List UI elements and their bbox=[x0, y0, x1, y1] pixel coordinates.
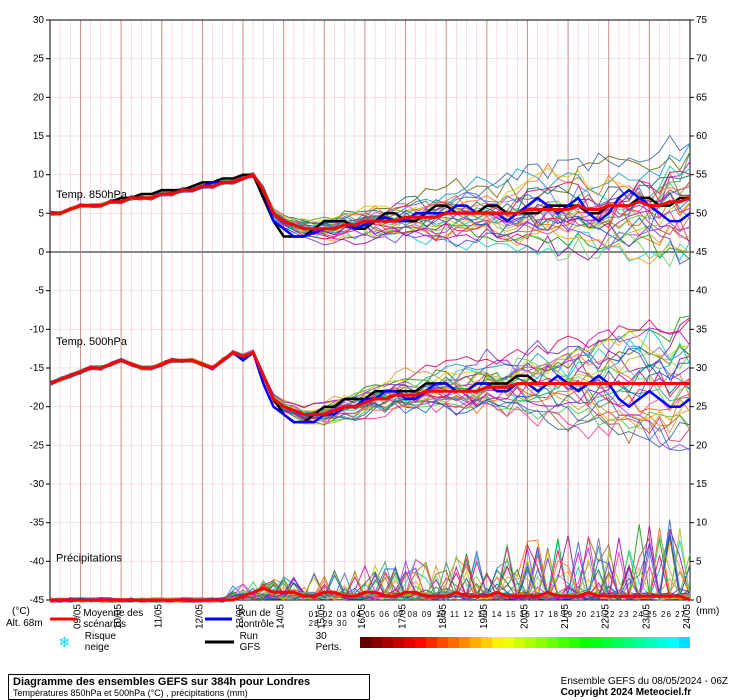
svg-text:-5: -5 bbox=[35, 286, 44, 297]
svg-text:20: 20 bbox=[33, 92, 45, 103]
svg-text:-45: -45 bbox=[30, 595, 45, 606]
svg-text:-30: -30 bbox=[30, 479, 45, 490]
svg-text:-15: -15 bbox=[30, 363, 45, 374]
snowflake-icon: ❄ bbox=[50, 634, 79, 651]
pert-color-squares bbox=[360, 637, 690, 648]
svg-text:75: 75 bbox=[696, 15, 708, 26]
svg-text:30: 30 bbox=[696, 363, 708, 374]
svg-text:Temp. 500hPa: Temp. 500hPa bbox=[56, 336, 128, 348]
svg-text:50: 50 bbox=[696, 208, 708, 219]
svg-text:65: 65 bbox=[696, 92, 708, 103]
svg-text:25: 25 bbox=[33, 54, 45, 65]
svg-text:35: 35 bbox=[696, 324, 708, 335]
svg-text:-20: -20 bbox=[30, 402, 45, 413]
svg-text:10: 10 bbox=[696, 518, 708, 529]
svg-text:-40: -40 bbox=[30, 556, 45, 567]
svg-text:20: 20 bbox=[696, 440, 708, 451]
footer-box: Diagramme des ensembles GEFS sur 384h po… bbox=[8, 674, 370, 700]
legend-gfs-label: Run GFS bbox=[240, 631, 280, 653]
copyright: Copyright 2024 Meteociel.fr bbox=[561, 687, 728, 698]
legend-mean-label: Moyenne des scénarios bbox=[83, 608, 179, 630]
ensemble-chart-container: 09/0510/0511/0512/0513/0514/0515/0516/05… bbox=[0, 0, 740, 700]
svg-text:0: 0 bbox=[38, 247, 44, 258]
svg-text:15: 15 bbox=[696, 479, 708, 490]
legend-area: Moyenne des scénarios Run de contrôle 01… bbox=[50, 608, 690, 653]
svg-text:5: 5 bbox=[38, 208, 44, 219]
run-info: Ensemble GEFS du 08/05/2024 - 06Z bbox=[561, 676, 728, 687]
footer: Diagramme des ensembles GEFS sur 384h po… bbox=[8, 672, 732, 700]
footer-right: Ensemble GEFS du 08/05/2024 - 06Z Copyri… bbox=[561, 676, 728, 698]
svg-text:45: 45 bbox=[696, 247, 708, 258]
svg-text:(°C): (°C) bbox=[12, 606, 30, 617]
svg-text:-10: -10 bbox=[30, 324, 45, 335]
svg-text:-25: -25 bbox=[30, 440, 45, 451]
svg-text:60: 60 bbox=[696, 131, 708, 142]
svg-text:25: 25 bbox=[696, 402, 708, 413]
footer-subtitle: Températures 850hPa et 500hPa (°C) , pré… bbox=[13, 688, 365, 698]
svg-text:10: 10 bbox=[33, 170, 45, 181]
pert-numbers: 01 02 03 04 05 06 07 08 09 10 11 12 13 1… bbox=[309, 610, 690, 628]
svg-text:Précipitations: Précipitations bbox=[56, 552, 123, 564]
svg-text:5: 5 bbox=[696, 556, 702, 567]
svg-text:(mm): (mm) bbox=[696, 606, 719, 617]
legend-snow-label: Risque neige bbox=[85, 631, 141, 653]
legend-perts-label: 30 Perts. bbox=[316, 631, 354, 653]
svg-text:30: 30 bbox=[33, 15, 45, 26]
svg-text:0: 0 bbox=[696, 595, 702, 606]
svg-text:Alt. 68m: Alt. 68m bbox=[6, 618, 43, 629]
svg-text:70: 70 bbox=[696, 54, 708, 65]
svg-text:-35: -35 bbox=[30, 518, 45, 529]
chart-svg: 09/0510/0511/0512/0513/0514/0515/0516/05… bbox=[0, 0, 740, 660]
footer-title: Diagramme des ensembles GEFS sur 384h po… bbox=[13, 676, 365, 688]
svg-text:55: 55 bbox=[696, 170, 708, 181]
legend-control-label: Run de contrôle bbox=[238, 608, 302, 630]
svg-text:40: 40 bbox=[696, 286, 708, 297]
svg-text:15: 15 bbox=[33, 131, 45, 142]
